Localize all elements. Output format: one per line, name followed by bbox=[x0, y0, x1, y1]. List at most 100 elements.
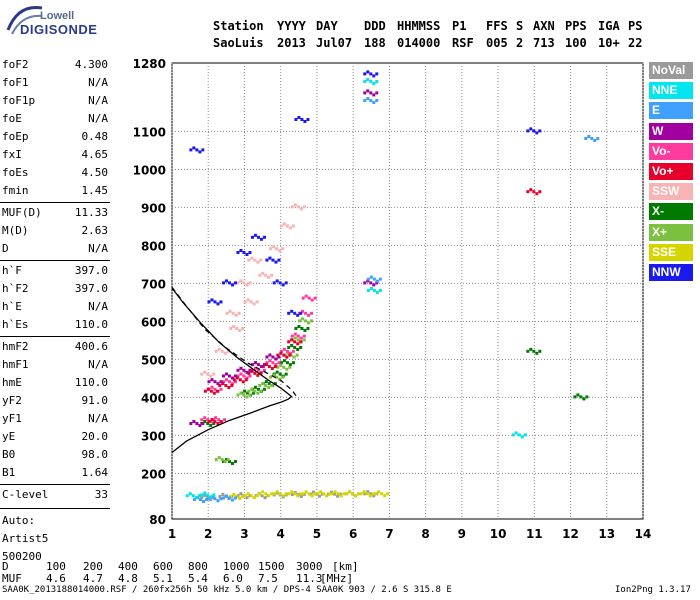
data-point bbox=[258, 492, 262, 496]
data-point bbox=[192, 146, 196, 150]
param-row: yE 20.0 bbox=[2, 430, 108, 444]
data-point bbox=[363, 72, 367, 76]
data-point bbox=[596, 137, 600, 140]
header-value: 014000 bbox=[397, 36, 441, 50]
data-point bbox=[256, 391, 260, 395]
header-label: HHMMSS bbox=[397, 19, 441, 33]
data-point bbox=[245, 253, 249, 256]
data-point bbox=[256, 387, 260, 391]
data-point bbox=[249, 300, 253, 304]
data-point bbox=[203, 491, 207, 495]
data-point bbox=[265, 361, 269, 365]
data-point bbox=[256, 363, 260, 367]
param-row: D N/A bbox=[2, 242, 108, 256]
data-point bbox=[212, 422, 216, 425]
param-name: foEp bbox=[2, 130, 29, 143]
data-point bbox=[224, 372, 228, 376]
param-name: h`F2 bbox=[2, 282, 29, 295]
data-point bbox=[250, 369, 254, 373]
header-label: DDD bbox=[364, 19, 386, 33]
data-point bbox=[293, 203, 297, 207]
data-point bbox=[264, 384, 268, 387]
data-point bbox=[233, 496, 237, 500]
data-point bbox=[218, 384, 222, 387]
data-point bbox=[276, 365, 280, 369]
data-point bbox=[372, 82, 376, 85]
data-point bbox=[295, 353, 299, 357]
data-point bbox=[532, 349, 536, 353]
data-point bbox=[288, 363, 292, 367]
data-point bbox=[590, 137, 594, 140]
data-point bbox=[221, 492, 225, 496]
data-point bbox=[195, 148, 199, 152]
data-point bbox=[232, 378, 236, 382]
param-name: hmF2 bbox=[2, 340, 29, 353]
data-point bbox=[207, 497, 211, 501]
data-point bbox=[368, 494, 372, 498]
data-point bbox=[369, 80, 373, 83]
data-point bbox=[363, 91, 367, 95]
data-point bbox=[293, 340, 297, 344]
data-point bbox=[224, 458, 228, 461]
data-point bbox=[291, 361, 295, 365]
data-point bbox=[232, 325, 236, 328]
param-row: hmF1 N/A bbox=[2, 358, 108, 372]
data-point bbox=[268, 256, 272, 260]
data-point bbox=[234, 313, 238, 317]
data-point bbox=[252, 391, 256, 395]
param-name: C-level bbox=[2, 488, 49, 501]
data-point bbox=[235, 327, 239, 330]
y-tick-label: 1280 bbox=[133, 57, 166, 71]
data-point bbox=[221, 380, 225, 384]
data-point bbox=[282, 353, 286, 357]
data-point bbox=[213, 380, 217, 384]
data-point bbox=[198, 424, 202, 427]
param-row: yF2 91.0 bbox=[2, 394, 108, 408]
data-point bbox=[585, 395, 589, 399]
data-point bbox=[201, 148, 205, 152]
data-point bbox=[209, 389, 213, 393]
data-point bbox=[290, 334, 294, 338]
data-point bbox=[200, 418, 204, 422]
data-point bbox=[333, 490, 337, 494]
param-value: 110.0 bbox=[74, 376, 108, 389]
data-point bbox=[264, 380, 268, 384]
data-point bbox=[288, 226, 292, 230]
data-point bbox=[363, 99, 367, 102]
data-point bbox=[267, 382, 271, 386]
param-row: foF2 4.300 bbox=[2, 58, 108, 72]
param-name: foF2 bbox=[2, 58, 29, 71]
param-name: h`F bbox=[2, 264, 22, 277]
x-tick-label: 3 bbox=[240, 527, 248, 541]
muf-d-label: D bbox=[2, 560, 9, 573]
data-point bbox=[206, 493, 210, 497]
data-point bbox=[203, 389, 207, 393]
param-name: D bbox=[2, 242, 9, 255]
data-point bbox=[293, 492, 297, 496]
data-point bbox=[268, 359, 272, 363]
data-point bbox=[290, 344, 294, 347]
header-label: FFS bbox=[486, 19, 508, 33]
data-point bbox=[229, 327, 233, 330]
y-tick-label: 700 bbox=[141, 277, 166, 291]
data-point bbox=[277, 258, 281, 262]
data-point bbox=[231, 311, 235, 315]
param-value: N/A bbox=[88, 94, 108, 107]
data-point bbox=[256, 260, 260, 264]
data-point bbox=[268, 353, 272, 357]
data-point bbox=[241, 494, 245, 498]
data-point bbox=[286, 351, 290, 355]
data-point bbox=[250, 235, 254, 239]
param-separator bbox=[0, 202, 110, 203]
param-name: yE bbox=[2, 430, 16, 443]
data-point bbox=[224, 384, 228, 387]
x-tick-label: 4 bbox=[277, 527, 285, 541]
data-point bbox=[299, 340, 303, 344]
x-tick-label: 7 bbox=[385, 527, 393, 541]
data-point bbox=[223, 460, 227, 464]
data-point bbox=[291, 349, 295, 353]
data-point bbox=[293, 332, 297, 336]
data-point bbox=[224, 494, 228, 498]
data-point bbox=[287, 311, 291, 315]
